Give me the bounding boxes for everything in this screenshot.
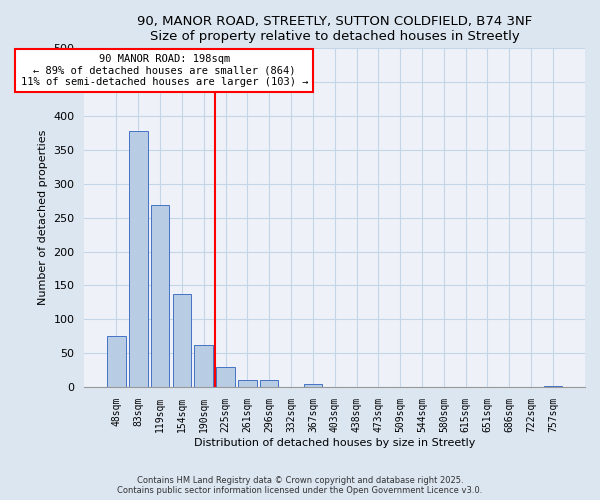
Bar — [260, 380, 278, 387]
Bar — [107, 336, 126, 387]
Bar — [194, 345, 213, 387]
Text: 90 MANOR ROAD: 198sqm
← 89% of detached houses are smaller (864)
11% of semi-det: 90 MANOR ROAD: 198sqm ← 89% of detached … — [20, 54, 308, 87]
Y-axis label: Number of detached properties: Number of detached properties — [38, 130, 48, 306]
Bar — [129, 131, 148, 387]
X-axis label: Distribution of detached houses by size in Streetly: Distribution of detached houses by size … — [194, 438, 475, 448]
Bar — [544, 386, 562, 387]
Title: 90, MANOR ROAD, STREETLY, SUTTON COLDFIELD, B74 3NF
Size of property relative to: 90, MANOR ROAD, STREETLY, SUTTON COLDFIE… — [137, 15, 532, 43]
Bar — [216, 368, 235, 387]
Bar — [304, 384, 322, 387]
Bar — [173, 294, 191, 387]
Bar — [238, 380, 257, 387]
Bar — [151, 206, 169, 387]
Text: Contains HM Land Registry data © Crown copyright and database right 2025.
Contai: Contains HM Land Registry data © Crown c… — [118, 476, 482, 495]
